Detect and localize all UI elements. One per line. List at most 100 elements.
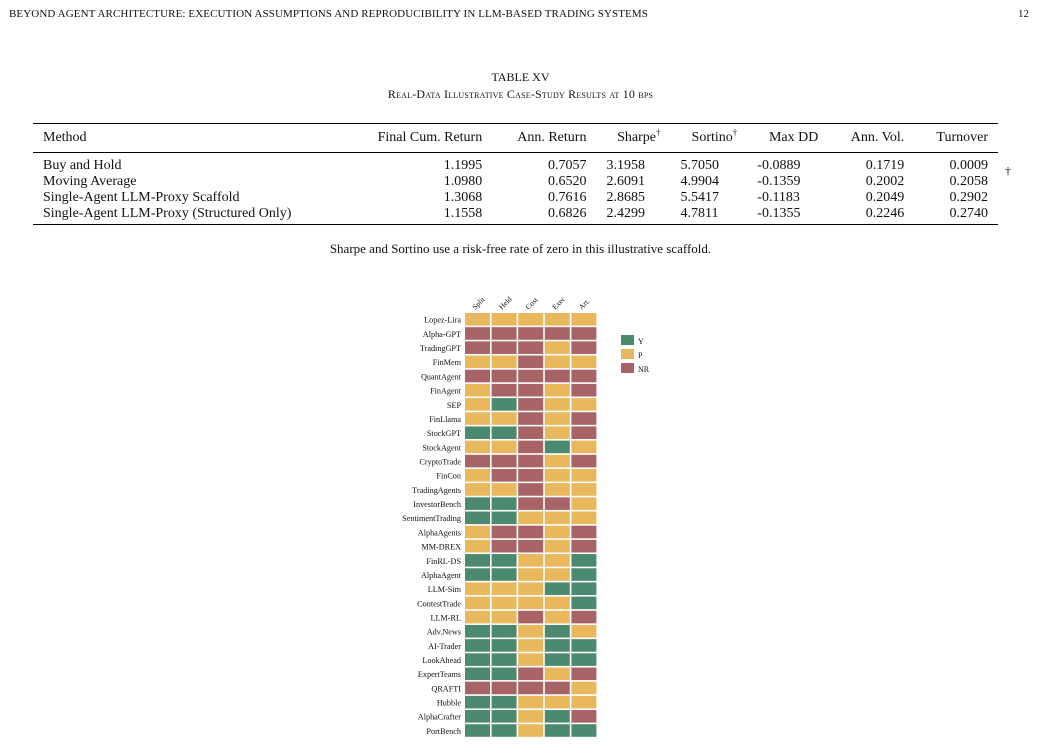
table-row: Single-Agent LLM-Proxy (Structured Only)…: [33, 206, 998, 225]
heatmap-row-label: ContestTrade: [417, 599, 461, 608]
heatmap-cell: [571, 568, 597, 581]
cell-max-dd: -0.0889: [757, 158, 801, 173]
heatmap-row-label: StockGPT: [427, 429, 461, 438]
cell-turnover: 0.2740: [949, 206, 989, 221]
heatmap-cell: [544, 369, 570, 383]
legend-label: NR: [638, 365, 650, 374]
heatmap-cell: [465, 398, 490, 411]
heatmap-row-label: TradingAgents: [412, 486, 461, 495]
heatmap-cell: [571, 710, 597, 723]
col-header-final-cum-return: Final Cum. Return: [377, 130, 483, 145]
heatmap-cell: [491, 383, 517, 397]
heatmap-cell: [518, 568, 544, 581]
heatmap-cell: [518, 369, 544, 383]
heatmap-cell: [571, 525, 597, 539]
heatmap-cell: [465, 511, 490, 525]
heatmap-cell: [518, 341, 544, 354]
heatmap-col-label: Held: [497, 295, 514, 312]
heatmap-cell: [518, 539, 544, 553]
heatmap-cell: [465, 383, 490, 397]
heatmap-cell: [518, 313, 544, 326]
cell-ann-vol: 0.2002: [865, 174, 905, 189]
heatmap-cell: [518, 695, 544, 709]
heatmap-cell: [571, 539, 597, 553]
legend-label: Y: [638, 337, 644, 346]
heatmap-cell: [571, 639, 597, 652]
heatmap-row-label: AlphaAgents: [418, 528, 461, 537]
heatmap-row-label: LLM-RL: [431, 613, 461, 622]
heatmap-row-label: FinRL-DS: [426, 557, 461, 566]
col-header-max-dd: Max DD: [768, 130, 819, 145]
heatmap-row-label: InvestorBench: [413, 500, 461, 509]
results-table: Method Final Cum. Return Ann. Return Sha…: [33, 123, 998, 225]
heatmap-cell: [465, 525, 490, 539]
heatmap-cell: [465, 554, 490, 567]
heatmap-cell: [491, 440, 517, 454]
col-header-sortino: Sortino†: [671, 124, 748, 153]
heatmap-cell: [571, 724, 597, 737]
cell-ann-vol: 0.1719: [865, 158, 905, 173]
heatmap-cell: [571, 554, 597, 567]
heatmap-cell: [491, 525, 517, 539]
heatmap-cell: [491, 468, 517, 482]
cell-method: Single-Agent LLM-Proxy Scaffold: [43, 190, 240, 205]
cell-ann-return: 0.7057: [547, 158, 587, 173]
heatmap-cell: [518, 624, 544, 638]
cell-ann-return: 0.7616: [547, 190, 587, 205]
cell-final-cum-return: 1.0980: [443, 174, 483, 189]
heatmap-cell: [571, 667, 597, 681]
cell-sharpe: 2.6091: [606, 174, 645, 189]
heatmap-cell: [491, 582, 517, 595]
legend-swatch: [621, 363, 634, 373]
col-header-ann-vol: Ann. Vol.: [850, 130, 905, 145]
margin-dagger: †: [1005, 164, 1011, 178]
heatmap-cell: [491, 511, 517, 525]
cell-turnover: 0.0009: [949, 158, 989, 173]
table-row: Buy and Hold 1.1995 0.7057 3.1958 5.7050…: [33, 153, 998, 175]
heatmap-cell: [544, 653, 570, 666]
heatmap-row-label: Hubble: [437, 699, 461, 708]
heatmap-cell: [544, 341, 570, 354]
cell-ann-return: 0.6520: [547, 174, 587, 189]
dagger-mark: †: [732, 127, 738, 138]
heatmap-cell: [465, 313, 490, 326]
heatmap-cell: [518, 497, 544, 510]
heatmap-cell: [491, 483, 517, 496]
table-row: Single-Agent LLM-Proxy Scaffold 1.3068 0…: [33, 190, 998, 206]
cell-final-cum-return: 1.1558: [443, 206, 483, 221]
heatmap-cell: [518, 426, 544, 440]
heatmap-row-label: AlphaAgent: [421, 571, 462, 580]
cell-sortino: 5.7050: [680, 158, 720, 173]
legend-label: P: [638, 351, 643, 360]
heatmap-cell: [544, 383, 570, 397]
table-header-row: Method Final Cum. Return Ann. Return Sha…: [33, 123, 998, 153]
heatmap-row-label: LLM-Sim: [428, 585, 462, 594]
heatmap-cell: [571, 426, 597, 440]
heatmap-cell: [571, 582, 597, 595]
table-footnote: Sharpe and Sortino use a risk-free rate …: [329, 241, 712, 256]
heatmap-cell: [491, 710, 517, 723]
heatmap-row-label: FinLlama: [429, 415, 461, 424]
heatmap-cell: [518, 412, 544, 425]
heatmap-cell: [544, 624, 570, 638]
heatmap-cell: [571, 412, 597, 425]
cell-final-cum-return: 1.3068: [443, 190, 483, 205]
heatmap-cell: [544, 695, 570, 709]
heatmap-cell: [544, 525, 570, 539]
heatmap-cell: [571, 681, 597, 695]
heatmap-cell: [571, 610, 597, 624]
cell-max-dd: -0.1355: [757, 206, 801, 221]
heatmap-cell: [518, 653, 544, 666]
heatmap-cell: [544, 313, 570, 326]
heatmap-cell: [571, 355, 597, 369]
sharpe-label: Sharpe: [617, 130, 656, 145]
heatmap-cell: [518, 383, 544, 397]
heatmap-row-label: Adv.News: [427, 628, 461, 637]
heatmap-cell: [491, 412, 517, 425]
page-number: 12: [1018, 8, 1029, 20]
heatmap-cell: [518, 710, 544, 723]
heatmap-cell: [491, 327, 517, 340]
heatmap-cell: [518, 582, 544, 595]
heatmap-row-label: SentimentTrading: [402, 514, 461, 523]
